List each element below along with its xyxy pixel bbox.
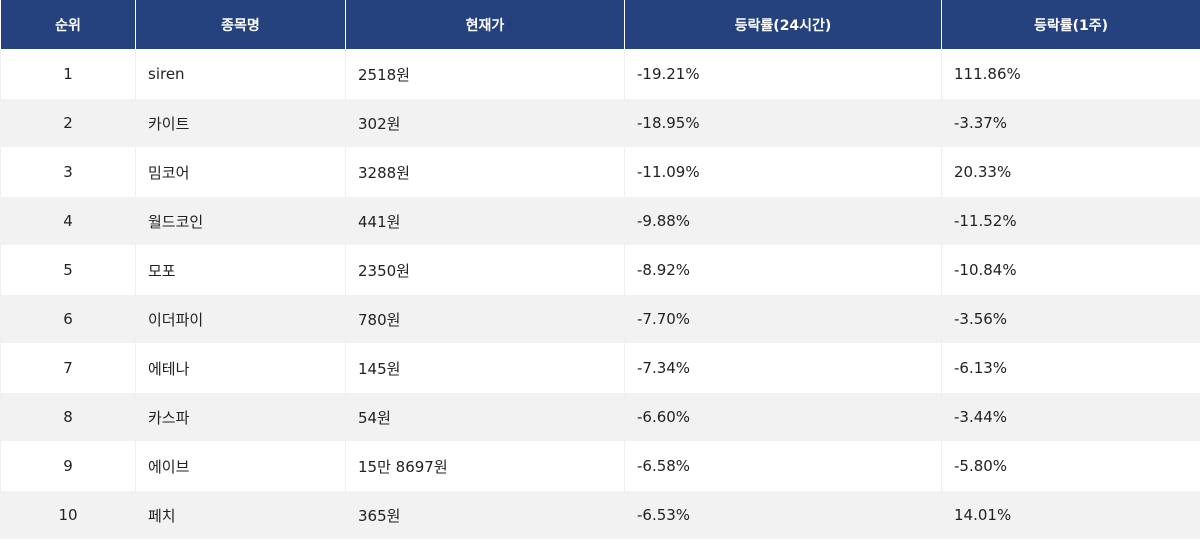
price-cell: 54원 <box>345 392 625 442</box>
change-24h-cell: -19.21% <box>624 49 942 99</box>
rank-cell: 8 <box>0 392 136 442</box>
name-cell: 모포 <box>135 245 346 295</box>
price-cell: 2350원 <box>345 245 625 295</box>
header-name: 종목명 <box>135 0 346 50</box>
change-1w-cell: -10.84% <box>941 245 1200 295</box>
table-header: 순위 종목명 현재가 등락률(24시간) 등락률(1주) <box>0 0 1200 50</box>
header-price: 현재가 <box>345 0 625 50</box>
header-change-1w: 등락률(1주) <box>941 0 1200 50</box>
name-cell: siren <box>135 49 346 99</box>
price-cell: 302원 <box>345 98 625 148</box>
rank-cell: 4 <box>0 196 136 246</box>
change-1w-cell: -6.13% <box>941 343 1200 393</box>
name-cell: 에테나 <box>135 343 346 393</box>
change-1w-cell: 111.86% <box>941 49 1200 99</box>
change-24h-cell: -8.92% <box>624 245 942 295</box>
change-24h-cell: -6.60% <box>624 392 942 442</box>
table-row: 2 카이트 302원 -18.95% -3.37% <box>0 98 1200 148</box>
name-cell: 월드코인 <box>135 196 346 246</box>
price-cell: 15만 8697원 <box>345 441 625 491</box>
change-24h-cell: -6.58% <box>624 441 942 491</box>
change-24h-cell: -11.09% <box>624 147 942 197</box>
change-1w-cell: -3.56% <box>941 294 1200 344</box>
rank-cell: 9 <box>0 441 136 491</box>
rank-cell: 6 <box>0 294 136 344</box>
name-cell: 카스파 <box>135 392 346 442</box>
price-cell: 145원 <box>345 343 625 393</box>
price-cell: 2518원 <box>345 49 625 99</box>
change-1w-cell: -11.52% <box>941 196 1200 246</box>
name-cell: 이더파이 <box>135 294 346 344</box>
change-1w-cell: 14.01% <box>941 490 1200 539</box>
rank-cell: 10 <box>0 490 136 539</box>
rank-cell: 2 <box>0 98 136 148</box>
change-1w-cell: 20.33% <box>941 147 1200 197</box>
rank-cell: 1 <box>0 49 136 99</box>
table-row: 3 밈코어 3288원 -11.09% 20.33% <box>0 147 1200 197</box>
table-row: 8 카스파 54원 -6.60% -3.44% <box>0 392 1200 442</box>
change-1w-cell: -3.37% <box>941 98 1200 148</box>
price-cell: 365원 <box>345 490 625 539</box>
name-cell: 에이브 <box>135 441 346 491</box>
table-row: 6 이더파이 780원 -7.70% -3.56% <box>0 294 1200 344</box>
rank-cell: 3 <box>0 147 136 197</box>
price-cell: 3288원 <box>345 147 625 197</box>
table-row: 4 월드코인 441원 -9.88% -11.52% <box>0 196 1200 246</box>
table-row: 9 에이브 15만 8697원 -6.58% -5.80% <box>0 441 1200 491</box>
header-rank: 순위 <box>0 0 136 50</box>
name-cell: 카이트 <box>135 98 346 148</box>
rank-cell: 7 <box>0 343 136 393</box>
change-24h-cell: -9.88% <box>624 196 942 246</box>
price-cell: 780원 <box>345 294 625 344</box>
table-body: 1 siren 2518원 -19.21% 111.86% 2 카이트 302원… <box>0 49 1200 539</box>
header-change-24h: 등락률(24시간) <box>624 0 942 50</box>
name-cell: 페치 <box>135 490 346 539</box>
change-24h-cell: -7.70% <box>624 294 942 344</box>
table-row: 1 siren 2518원 -19.21% 111.86% <box>0 49 1200 99</box>
table-row: 7 에테나 145원 -7.34% -6.13% <box>0 343 1200 393</box>
name-cell: 밈코어 <box>135 147 346 197</box>
table-row: 10 페치 365원 -6.53% 14.01% <box>0 490 1200 539</box>
rank-cell: 5 <box>0 245 136 295</box>
change-1w-cell: -3.44% <box>941 392 1200 442</box>
change-24h-cell: -6.53% <box>624 490 942 539</box>
change-24h-cell: -7.34% <box>624 343 942 393</box>
header-row: 순위 종목명 현재가 등락률(24시간) 등락률(1주) <box>0 0 1200 50</box>
change-24h-cell: -18.95% <box>624 98 942 148</box>
price-cell: 441원 <box>345 196 625 246</box>
table-row: 5 모포 2350원 -8.92% -10.84% <box>0 245 1200 295</box>
change-1w-cell: -5.80% <box>941 441 1200 491</box>
